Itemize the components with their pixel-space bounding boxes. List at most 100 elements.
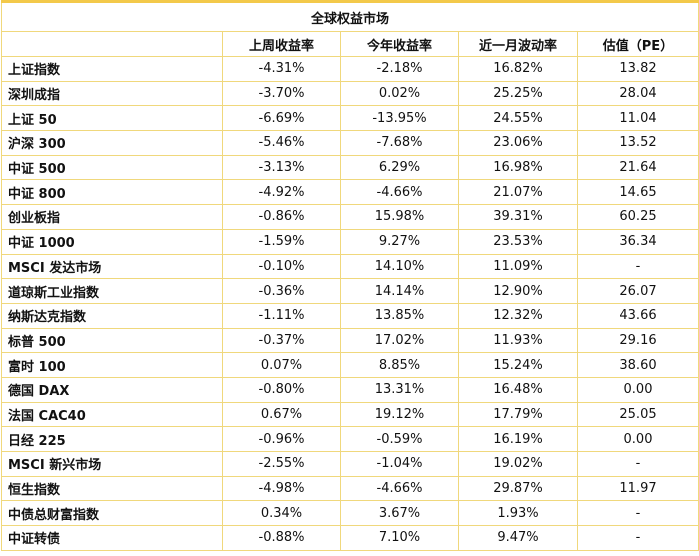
cell: 7.10% — [340, 525, 459, 551]
table-row: 中证 800 -4.92% -4.66% 21.07% 14.65 — [1, 179, 699, 206]
cell: 11.09% — [458, 253, 578, 280]
row-name: 沪深 300 — [1, 130, 223, 156]
cell: 60.25 — [577, 204, 699, 230]
cell: 0.00 — [577, 426, 699, 452]
cell: - — [577, 525, 699, 551]
row-name: 道琼斯工业指数 — [1, 278, 223, 304]
table-row: 富时 100 0.07% 8.85% 15.24% 38.60 — [1, 352, 699, 378]
row-name: 富时 100 — [1, 352, 223, 378]
cell: - — [577, 253, 699, 280]
cell: 16.19% — [458, 426, 578, 452]
cell: 6.29% — [340, 154, 459, 181]
cell: 25.25% — [458, 80, 578, 107]
cell: -0.10% — [222, 253, 341, 280]
table-row: 德国 DAX -0.80% 13.31% 16.48% 0.00 — [1, 376, 699, 403]
header-cell: 今年收益率 — [340, 31, 459, 57]
cell: -4.66% — [340, 475, 459, 502]
table-row: 上证 50 -6.69% -13.95% 24.55% 11.04 — [1, 105, 699, 132]
cell: 21.07% — [458, 179, 578, 206]
header-cell: 近一月波动率 — [458, 31, 578, 57]
cell: 16.48% — [458, 376, 578, 403]
table-body: 上证指数 -4.31% -2.18% 16.82% 13.82 深圳成指 -3.70% 0.0… — [1, 56, 699, 551]
cell: 29.87% — [458, 475, 578, 502]
cell: -2.18% — [340, 56, 459, 82]
cell: 19.02% — [458, 451, 578, 477]
cell: 21.64 — [577, 154, 699, 181]
cell: 36.34 — [577, 228, 699, 255]
cell: 8.85% — [340, 352, 459, 378]
cell: 3.67% — [340, 500, 459, 527]
row-name: 上证 50 — [1, 105, 223, 132]
row-name: 恒生指数 — [1, 475, 223, 502]
cell: -0.59% — [340, 426, 459, 452]
cell: -6.69% — [222, 105, 341, 132]
cell: - — [577, 451, 699, 477]
header-row: 上周收益率 今年收益率 近一月波动率 估值（PE） — [1, 31, 699, 57]
cell: 1.93% — [458, 500, 578, 527]
title-row: 全球权益市场 — [1, 0, 699, 32]
cell: 23.53% — [458, 228, 578, 255]
table-row: 中证 1000 -1.59% 9.27% 23.53% 36.34 — [1, 228, 699, 255]
table-row: 中证转债 -0.88% 7.10% 9.47% - — [1, 525, 699, 551]
table-row: 上证指数 -4.31% -2.18% 16.82% 13.82 — [1, 56, 699, 82]
row-name: 纳斯达克指数 — [1, 302, 223, 329]
cell: 13.31% — [340, 376, 459, 403]
cell: -0.36% — [222, 278, 341, 304]
cell: 0.02% — [340, 80, 459, 107]
table-title: 全球权益市场 — [1, 0, 699, 32]
cell: 12.32% — [458, 302, 578, 329]
cell: -0.86% — [222, 204, 341, 230]
cell: 16.82% — [458, 56, 578, 82]
cell: 24.55% — [458, 105, 578, 132]
cell: 39.31% — [458, 204, 578, 230]
row-name: MSCI 新兴市场 — [1, 451, 223, 477]
cell: -3.13% — [222, 154, 341, 181]
table-row: MSCI 发达市场 -0.10% 14.10% 11.09% - — [1, 253, 699, 280]
cell: 9.27% — [340, 228, 459, 255]
row-name: 德国 DAX — [1, 376, 223, 403]
cell: -4.92% — [222, 179, 341, 206]
row-name: 标普 500 — [1, 327, 223, 354]
cell: 14.10% — [340, 253, 459, 280]
cell: 13.52 — [577, 130, 699, 156]
cell: 0.00 — [577, 376, 699, 403]
cell: 15.24% — [458, 352, 578, 378]
cell: -13.95% — [340, 105, 459, 132]
cell: 12.90% — [458, 278, 578, 304]
table-row: 日经 225 -0.96% -0.59% 16.19% 0.00 — [1, 426, 699, 452]
cell: 43.66 — [577, 302, 699, 329]
cell: 14.65 — [577, 179, 699, 206]
header-cell: 上周收益率 — [222, 31, 341, 57]
cell: 28.04 — [577, 80, 699, 107]
cell: -3.70% — [222, 80, 341, 107]
row-name: 法国 CAC40 — [1, 401, 223, 428]
cell: 13.82 — [577, 56, 699, 82]
row-name: MSCI 发达市场 — [1, 253, 223, 280]
row-name: 创业板指 — [1, 204, 223, 230]
row-name: 深圳成指 — [1, 80, 223, 107]
cell: -4.98% — [222, 475, 341, 502]
cell: 9.47% — [458, 525, 578, 551]
cell: -5.46% — [222, 130, 341, 156]
cell: -0.80% — [222, 376, 341, 403]
row-name: 中证 800 — [1, 179, 223, 206]
cell: -4.31% — [222, 56, 341, 82]
table-row: MSCI 新兴市场 -2.55% -1.04% 19.02% - — [1, 451, 699, 477]
cell: - — [577, 500, 699, 527]
cell: 17.79% — [458, 401, 578, 428]
cell: 11.97 — [577, 475, 699, 502]
table-row: 法国 CAC40 0.67% 19.12% 17.79% 25.05 — [1, 401, 699, 428]
cell: -2.55% — [222, 451, 341, 477]
table-row: 中证 500 -3.13% 6.29% 16.98% 21.64 — [1, 154, 699, 181]
table-row: 标普 500 -0.37% 17.02% 11.93% 29.16 — [1, 327, 699, 354]
table-row: 创业板指 -0.86% 15.98% 39.31% 60.25 — [1, 204, 699, 230]
cell: 0.67% — [222, 401, 341, 428]
cell: -4.66% — [340, 179, 459, 206]
cell: 17.02% — [340, 327, 459, 354]
header-cell: 估值（PE） — [577, 31, 699, 57]
cell: 29.16 — [577, 327, 699, 354]
cell: 14.14% — [340, 278, 459, 304]
cell: 13.85% — [340, 302, 459, 329]
cell: -1.59% — [222, 228, 341, 255]
